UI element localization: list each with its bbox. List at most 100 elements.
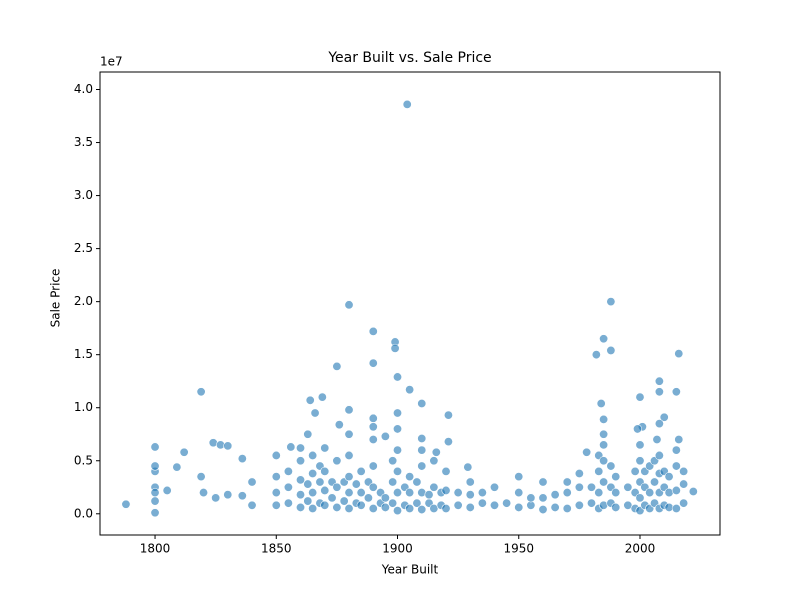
y-tick-label: 3.5 — [74, 135, 93, 149]
point — [586, 498, 596, 508]
point — [550, 490, 560, 500]
point — [417, 433, 427, 443]
point — [465, 502, 475, 512]
point — [393, 506, 403, 516]
point — [453, 488, 463, 498]
point — [654, 419, 664, 429]
x-tick-label: 1950 — [503, 542, 534, 556]
point — [671, 387, 681, 397]
point — [283, 466, 293, 476]
point — [344, 300, 354, 310]
point — [654, 450, 664, 460]
point — [441, 466, 451, 476]
point — [630, 466, 640, 476]
point — [606, 297, 616, 307]
point — [405, 385, 415, 395]
point — [344, 405, 354, 415]
point — [317, 392, 327, 402]
point — [562, 503, 572, 513]
point — [526, 493, 536, 503]
point — [417, 398, 427, 408]
point — [296, 502, 306, 512]
point — [465, 490, 475, 500]
point — [223, 441, 233, 451]
point — [271, 450, 281, 460]
point — [393, 408, 403, 418]
point — [368, 482, 378, 492]
point — [271, 488, 281, 498]
point — [429, 482, 439, 492]
point — [514, 502, 524, 512]
point — [659, 412, 669, 422]
point — [308, 488, 318, 498]
point — [650, 477, 660, 487]
point — [390, 343, 400, 353]
point — [623, 482, 633, 492]
point — [150, 496, 160, 506]
point — [296, 475, 306, 485]
point — [162, 485, 172, 495]
x-tick-label: 1900 — [382, 542, 413, 556]
point — [223, 490, 233, 500]
point — [443, 410, 453, 420]
point — [417, 505, 427, 515]
point — [652, 435, 662, 445]
point — [599, 477, 609, 487]
point — [599, 440, 609, 450]
point — [150, 508, 160, 518]
point — [351, 479, 361, 489]
point — [303, 479, 313, 489]
point — [688, 487, 698, 497]
point — [286, 442, 296, 452]
point — [121, 499, 131, 509]
x-tick-label: 2000 — [625, 542, 656, 556]
point — [574, 500, 584, 510]
point — [283, 498, 293, 508]
point — [679, 466, 689, 476]
point — [393, 488, 403, 498]
point — [574, 468, 584, 478]
point — [344, 472, 354, 482]
point — [368, 461, 378, 471]
point — [654, 376, 664, 386]
point — [417, 445, 427, 455]
point — [271, 500, 281, 510]
point — [574, 482, 584, 492]
point — [582, 447, 592, 457]
point — [320, 466, 330, 476]
point — [412, 477, 422, 487]
y-axis-label: Sale Price — [49, 269, 63, 328]
point — [305, 395, 315, 405]
point — [465, 477, 475, 487]
point — [463, 462, 473, 472]
y-tick-label: 1.5 — [74, 347, 93, 361]
point — [594, 466, 604, 476]
point — [645, 488, 655, 498]
point — [490, 482, 500, 492]
point — [332, 502, 342, 512]
point — [538, 493, 548, 503]
point — [368, 358, 378, 368]
point — [477, 488, 487, 498]
point — [599, 334, 609, 344]
point — [368, 435, 378, 445]
point — [380, 493, 390, 503]
point — [611, 488, 621, 498]
point — [402, 99, 412, 109]
point — [334, 420, 344, 430]
point — [586, 482, 596, 492]
point — [356, 466, 366, 476]
y-tick-label: 3.0 — [74, 188, 93, 202]
point — [296, 490, 306, 500]
point — [172, 462, 182, 472]
point — [237, 454, 247, 464]
point — [599, 414, 609, 424]
point — [388, 498, 398, 508]
point — [594, 488, 604, 498]
point — [211, 493, 221, 503]
point — [611, 502, 621, 512]
point — [514, 488, 524, 498]
point — [453, 500, 463, 510]
x-tick-label: 1850 — [261, 542, 292, 556]
point — [356, 488, 366, 498]
